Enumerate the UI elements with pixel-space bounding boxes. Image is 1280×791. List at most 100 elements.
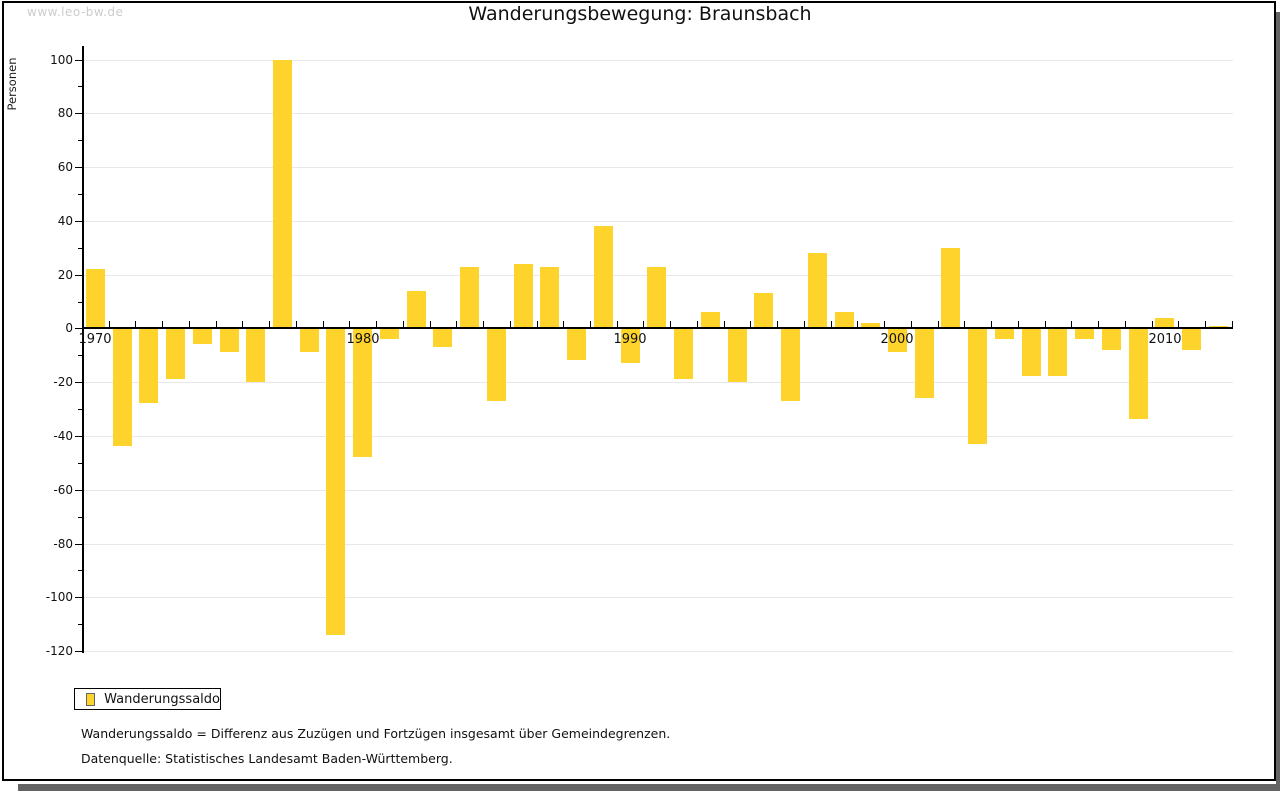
y-minor-tick--110 xyxy=(78,624,82,625)
footnote-definition: Wanderungssaldo = Differenz aus Zuzügen … xyxy=(81,726,671,741)
bar-1984 xyxy=(460,267,479,329)
chart-title: Wanderungsbewegung: Braunsbach xyxy=(468,3,812,25)
bar-1991 xyxy=(647,267,666,329)
bar-2008 xyxy=(1102,328,1121,350)
x-tick-3 xyxy=(162,321,163,327)
bar-1973 xyxy=(166,328,185,379)
y-minor-tick--50 xyxy=(78,463,82,464)
footnote-datasource: Datenquelle: Statistisches Landesamt Bad… xyxy=(81,751,453,766)
x-tick-19 xyxy=(590,321,591,327)
bar-1982 xyxy=(407,291,426,329)
bar-2004 xyxy=(995,328,1014,339)
y-tick-label-100: 100 xyxy=(50,53,73,67)
y-tick--120 xyxy=(75,651,82,652)
x-tick-9 xyxy=(323,321,324,327)
x-tick-42 xyxy=(1205,321,1206,327)
x-tick-24 xyxy=(724,321,725,327)
x-tick-40 xyxy=(1152,321,1153,327)
y-tick-label--120: -120 xyxy=(45,644,73,658)
y-tick-label-0: 0 xyxy=(65,321,73,335)
bar-1993 xyxy=(701,312,720,328)
bar-2011 xyxy=(1182,328,1201,350)
y-tick-label-80: 80 xyxy=(57,106,73,120)
gridline-y-60 xyxy=(84,167,1233,168)
bar-1998 xyxy=(835,312,854,328)
x-tick-28 xyxy=(831,321,832,327)
y-tick--40 xyxy=(75,436,82,437)
x-tick-27 xyxy=(804,321,805,327)
x-tick-35 xyxy=(1018,321,1019,327)
x-tick-17 xyxy=(537,321,538,327)
bar-1974 xyxy=(193,328,212,344)
x-axis-line xyxy=(82,327,1233,329)
y-tick-20 xyxy=(75,275,82,276)
watermark: www.leo-bw.de xyxy=(27,5,124,19)
x-tick-33 xyxy=(964,321,965,327)
gridline-y--120 xyxy=(84,651,1233,652)
y-tick-label--20: -20 xyxy=(53,375,73,389)
gridline-y--100 xyxy=(84,597,1233,598)
x-tick-36 xyxy=(1045,321,1046,327)
bar-1986 xyxy=(514,264,533,329)
gridline-y-80 xyxy=(84,113,1233,114)
x-tick-8 xyxy=(296,321,297,327)
y-minor-tick-10 xyxy=(78,302,82,303)
x-tick-23 xyxy=(697,321,698,327)
bar-2002 xyxy=(941,248,960,329)
gridline-y--60 xyxy=(84,490,1233,491)
x-tick-32 xyxy=(938,321,939,327)
y-minor-tick--70 xyxy=(78,517,82,518)
y-tick-100 xyxy=(75,60,82,61)
x-axis-label-2010: 2010 xyxy=(1148,332,1182,347)
x-tick-10 xyxy=(349,321,350,327)
y-minor-tick--10 xyxy=(78,355,82,356)
x-axis-label-1990: 1990 xyxy=(613,332,647,347)
bar-2001 xyxy=(915,328,934,398)
y-tick-label-60: 60 xyxy=(57,160,73,174)
bar-2010 xyxy=(1155,318,1174,329)
bar-1990 xyxy=(621,328,640,363)
y-tick-label--100: -100 xyxy=(45,590,73,604)
y-minor-tick--30 xyxy=(78,409,82,410)
y-minor-tick-90 xyxy=(78,86,82,87)
frame-shadow-right xyxy=(1276,12,1280,791)
x-tick-16 xyxy=(510,321,511,327)
y-tick-label--40: -40 xyxy=(53,429,73,443)
x-tick-18 xyxy=(563,321,564,327)
bar-1970 xyxy=(86,269,105,328)
x-tick-15 xyxy=(483,321,484,327)
bar-1994 xyxy=(728,328,747,382)
y-tick-label-40: 40 xyxy=(57,214,73,228)
y-tick-label-20: 20 xyxy=(57,268,73,282)
x-tick-6 xyxy=(242,321,243,327)
bar-1979 xyxy=(326,328,345,635)
x-tick-37 xyxy=(1071,321,1072,327)
bar-1975 xyxy=(220,328,239,352)
y-minor-tick-50 xyxy=(78,194,82,195)
y-tick-0 xyxy=(75,328,82,329)
bar-2007 xyxy=(1075,328,1094,339)
bar-1971 xyxy=(113,328,132,446)
bar-1996 xyxy=(781,328,800,401)
y-tick-40 xyxy=(75,221,82,222)
x-tick-39 xyxy=(1125,321,1126,327)
bar-1981 xyxy=(380,328,399,339)
y-tick--60 xyxy=(75,490,82,491)
x-tick-13 xyxy=(430,321,431,327)
bar-2003 xyxy=(968,328,987,444)
x-tick-14 xyxy=(456,321,457,327)
bar-2000 xyxy=(888,328,907,352)
frame-shadow-bottom xyxy=(18,784,1280,791)
bar-1989 xyxy=(594,226,613,328)
x-tick-31 xyxy=(911,321,912,327)
legend-color-swatch xyxy=(86,692,96,706)
x-tick-4 xyxy=(189,321,190,327)
x-tick-26 xyxy=(777,321,778,327)
bar-1972 xyxy=(139,328,158,403)
bar-1987 xyxy=(540,267,559,329)
bar-2006 xyxy=(1048,328,1067,376)
y-tick-label--80: -80 xyxy=(53,537,73,551)
y-minor-tick-70 xyxy=(78,140,82,141)
x-tick-20 xyxy=(617,321,618,327)
